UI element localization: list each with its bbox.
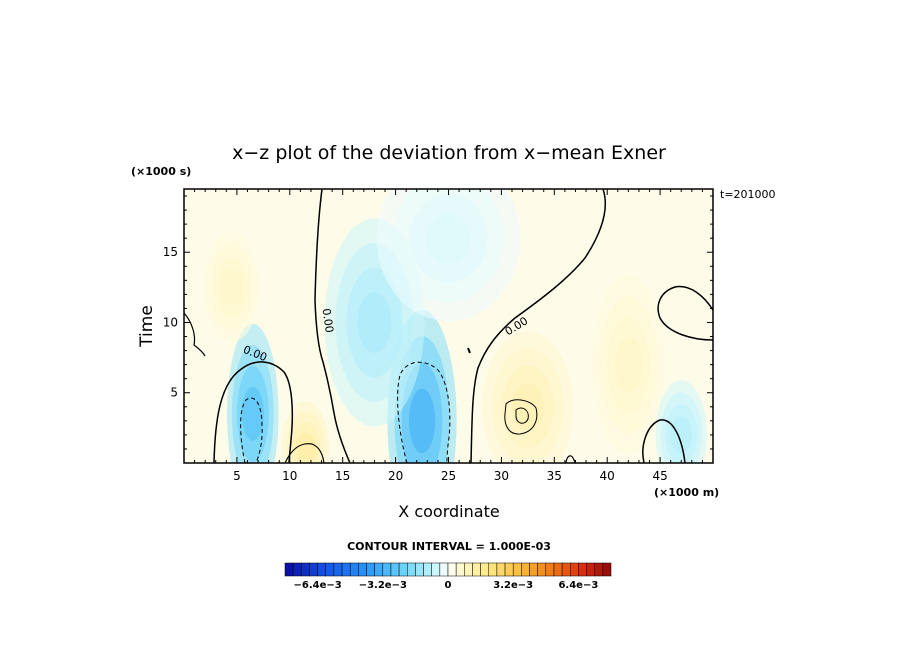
colorbar-bin [439, 562, 449, 577]
colorbar-bin [423, 562, 432, 577]
zero-contour-left-cell [213, 361, 294, 463]
colorbar-bin [529, 562, 538, 577]
colorbar-bin [561, 562, 571, 577]
colorbar-bin [521, 562, 530, 577]
colorbar-bin [578, 562, 587, 577]
colorbar-bin [292, 562, 302, 577]
colorbar-bin [284, 562, 294, 577]
anomaly-blob [357, 291, 392, 353]
y-tick-label: 5 [170, 386, 178, 400]
colorbar-bin [496, 562, 506, 577]
x-tick-label: 15 [335, 469, 350, 483]
colorbar-bin [398, 562, 408, 577]
colorbar-bin [455, 562, 465, 577]
x-axis: 5 10 15 20 25 30 35 40 45 [194, 189, 703, 483]
colorbar-tick-label: 6.4e−3 [558, 580, 598, 591]
y-unit-label: (×1000 s) [131, 165, 191, 178]
anomaly-blob [220, 269, 244, 306]
anomaly-blob [241, 386, 264, 441]
x-tick-label: 10 [282, 469, 297, 483]
time-stamp: t=201000 [720, 188, 776, 201]
colorbar-labels: −6.4e−3 −3.2e−3 0 3.2e−3 6.4e−3 [293, 580, 598, 591]
colorbar-tick-label: 3.2e−3 [493, 580, 533, 591]
contour-interval-label: CONTOUR INTERVAL = 1.000E-03 [347, 540, 551, 553]
x-tick-label: 25 [441, 469, 456, 483]
colorbar-bin [480, 562, 490, 577]
y-tick-label: 15 [163, 245, 178, 259]
x-tick-label: 45 [652, 469, 667, 483]
zero-contour-left-edge [184, 312, 206, 357]
colorbar-bin [382, 562, 392, 577]
zero-contour-central-band [314, 189, 351, 463]
anomaly-blob [295, 432, 317, 463]
anomaly-blob [426, 212, 471, 264]
x-tick-label: 40 [600, 469, 615, 483]
colorbar-bin [602, 562, 612, 577]
colorbar-bin [464, 562, 473, 577]
colorbar-bin [594, 562, 604, 577]
colorbar-bin [586, 562, 595, 577]
colorbar-bin [333, 562, 343, 577]
colorbar-bin [488, 562, 498, 577]
anomaly-blob [614, 337, 643, 392]
colorbar-bin [325, 562, 335, 577]
y-axis: 5 10 15 [163, 195, 713, 450]
x-tick-label: 30 [494, 469, 509, 483]
colorbar-bin [317, 562, 327, 577]
colorbar-bin [512, 562, 522, 577]
y-axis-label: Time [137, 305, 157, 348]
colorbar-bin [570, 562, 579, 577]
colorbar-bin [358, 562, 367, 577]
colorbar-tick-label: −3.2e−3 [359, 580, 407, 591]
zero-contour-right-edge-cell [657, 285, 713, 341]
positive-contour-inner [515, 407, 529, 424]
y-tick-label: 10 [163, 315, 178, 329]
colorbar-bin [431, 562, 441, 577]
colorbar-bin [349, 562, 359, 577]
colorbar-bin [537, 562, 547, 577]
colorbar-bin [545, 562, 555, 577]
colorbar [284, 562, 612, 577]
contour-label-center: 0.00 [320, 308, 336, 334]
colorbar-bin [472, 562, 481, 577]
x-unit-label: (×1000 m) [654, 486, 719, 499]
colorbar-bin [504, 562, 514, 577]
colorbar-bin [309, 562, 318, 577]
colorbar-bin [341, 562, 351, 577]
anomaly-blob [511, 383, 544, 431]
anomaly-field [203, 189, 708, 463]
zero-contour-bottom-mid-cell [284, 443, 325, 463]
x-axis-label: X coordinate [398, 502, 499, 521]
zero-contour-bottom-right-cell [642, 419, 686, 463]
colorbar-bin [415, 562, 424, 577]
colorbar-bin [366, 562, 375, 577]
anomaly-blob [408, 388, 436, 454]
plot-area: 0.00 0.00 0.00 [184, 189, 713, 463]
colorbar-bin [553, 562, 563, 577]
colorbar-bin [301, 562, 310, 577]
contour-dot [467, 347, 471, 354]
colorbar-bin [407, 562, 416, 577]
colorbar-bin [390, 562, 400, 577]
anomaly-blob [670, 416, 693, 454]
colorbar-bin [374, 562, 384, 577]
x-tick-label: 20 [388, 469, 403, 483]
zero-contour-right-band [470, 189, 607, 463]
x-tick-label: 5 [233, 469, 241, 483]
positive-contour-ring [504, 399, 538, 435]
colorbar-tick-label: −6.4e−3 [293, 580, 341, 591]
x-tick-label: 35 [547, 469, 562, 483]
colorbar-tick-label: 0 [445, 580, 452, 591]
small-contour-mark [565, 455, 576, 463]
negative-contour-center [397, 361, 451, 463]
chart-title: x−z plot of the deviation from x−mean Ex… [232, 142, 666, 164]
colorbar-bin [447, 562, 457, 577]
